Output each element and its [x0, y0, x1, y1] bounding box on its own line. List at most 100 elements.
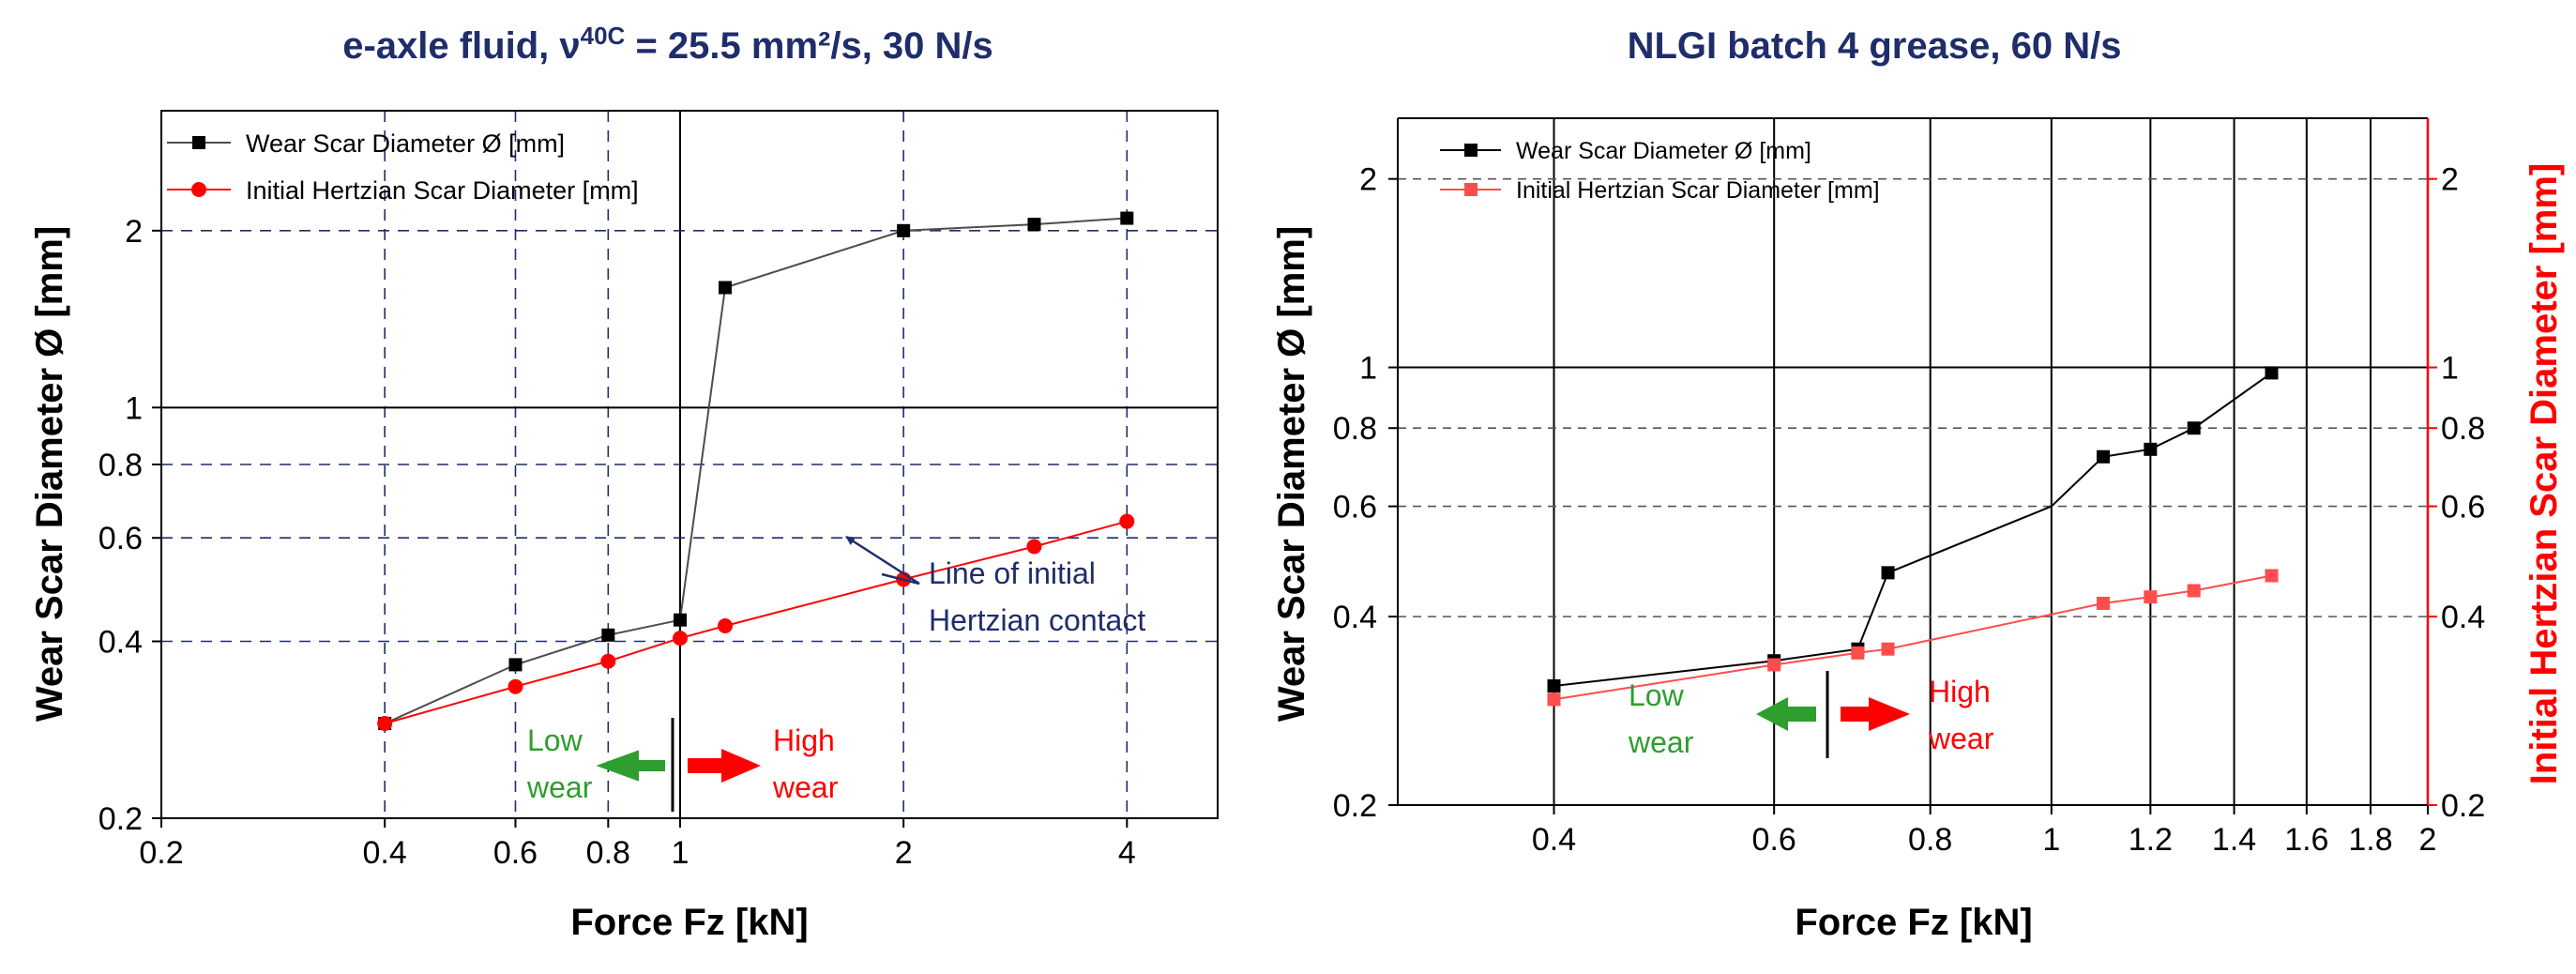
- chart2-xtick-label-7: 1.8: [2348, 822, 2392, 858]
- chart2-series-1-point-2: [1851, 646, 1865, 660]
- chart2-low-wear-label-2: wear: [1628, 725, 1694, 759]
- chart2-series-0-point-6: [2144, 442, 2158, 456]
- chart2-xtick-label-5: 1.4: [2212, 822, 2256, 858]
- chart1-series-0-point-5: [897, 223, 911, 237]
- chart2-series-0-point-3: [1881, 566, 1895, 580]
- chart1-legend-marker-1: [191, 182, 206, 197]
- chart1-series-1-point-0: [377, 715, 393, 731]
- chart1-annotation-arrow: [845, 535, 920, 586]
- chart2-y2tick-label-5: 2: [2441, 162, 2459, 198]
- chart1-title-main: e-axle fluid, ν: [342, 25, 580, 67]
- chart2-ytick-label-2: 0.6: [1333, 490, 1377, 525]
- chart2-xtick-label-6: 1.6: [2284, 822, 2328, 858]
- chart1-ytick-label-1: 0.4: [98, 625, 143, 661]
- chart1-series-0-point-2: [601, 628, 615, 642]
- chart2-legend-marker-1: [1464, 183, 1477, 196]
- chart2-xtick-label-2: 0.8: [1908, 822, 1952, 858]
- chart2-series-1-point-3: [1881, 642, 1895, 656]
- chart2-legend: Wear Scar Diameter Ø [mm] Initial Hertzia…: [1440, 138, 1880, 204]
- chart2-xtick-label-3: 1: [2042, 822, 2060, 858]
- chart2-xtick-label-8: 2: [2419, 822, 2437, 858]
- chart1-xtick-label-5: 2: [895, 835, 913, 871]
- chart1-series-line-0: [384, 217, 1128, 724]
- chart1-xtick-label-0: 0.2: [139, 835, 183, 871]
- chart2-legend-marker-0: [1464, 144, 1477, 157]
- chart1-series-1-point-1: [508, 678, 523, 694]
- chart1-ytick-label-5: 2: [125, 214, 143, 250]
- chart2-series-0-point-7: [2187, 421, 2201, 435]
- chart2-x-axis-label: Force Fz [kN]: [1795, 902, 2032, 943]
- chart1-legend: Wear Scar Diameter Ø [mm] Initial Hertzia…: [167, 129, 639, 205]
- chart1-series-0-point-7: [1120, 211, 1134, 225]
- chart2-series-0-point-5: [2096, 449, 2110, 464]
- chart2-series-1-point-0: [1547, 692, 1561, 707]
- chart2-low-wear-label-1: Low: [1629, 678, 1685, 712]
- chart2-ytick-label-1: 0.4: [1333, 600, 1377, 635]
- chart1-ytick-label-3: 0.8: [98, 448, 143, 483]
- chart2-series-1-point-5: [2144, 590, 2158, 604]
- chart2-ytick-label-3: 0.8: [1333, 411, 1377, 447]
- chart1-series-1-point-2: [600, 653, 616, 669]
- chart1-series-0-point-6: [1027, 218, 1041, 232]
- chart1-high-wear-label-1: High: [773, 723, 835, 757]
- chart1-xtick-label-4: 1: [672, 835, 689, 871]
- chart1-high-wear-arrow: [687, 749, 761, 783]
- chart2-y2tick-label-1: 0.4: [2441, 600, 2485, 635]
- chart1-series-0-point-1: [508, 658, 523, 672]
- chart2-high-wear-arrow: [1841, 697, 1910, 731]
- chart1-series-1-point-3: [672, 631, 688, 647]
- chart1-title-rest: = 25.5 mm²/s, 30 N/s: [625, 25, 993, 67]
- chart1-low-wear-arrow: [596, 750, 665, 782]
- chart1-plot: 0.2 0.4 0.6 0.8 1 2 4 0.2 0.4 0.6 0.8 1 2 Wear Scar D…: [98, 110, 1219, 871]
- chart1-x-axis-label: Force Fz [kN]: [570, 902, 808, 943]
- chart2-xtick-label-1: 0.6: [1752, 822, 1796, 858]
- chart2-legend-label-1: Initial Hertzian Scar Diameter [mm]: [1516, 177, 1880, 204]
- chart1-xtick-label-6: 4: [1118, 835, 1136, 871]
- chart2-ytick-label-4: 1: [1359, 351, 1377, 387]
- chart1-xtick-label-1: 0.4: [363, 835, 407, 871]
- chart2-y2tick-label-0: 0.2: [2441, 788, 2485, 824]
- chart2-high-wear-label-2: wear: [1928, 722, 1994, 755]
- chart1-y-axis-label: Wear Scar Diameter Ø [mm]: [29, 226, 70, 722]
- chart1-annotation-line-1: Line of initial: [929, 556, 1096, 590]
- chart1-high-wear-label-2: wear: [772, 770, 839, 804]
- chart2-series-1-point-1: [1767, 658, 1781, 672]
- chart2-low-wear-arrow: [1756, 697, 1816, 731]
- chart1-title-sup: 40C: [581, 22, 626, 50]
- chart1-low-wear-label-1: Low: [527, 723, 583, 757]
- chart1-series-0-point-3: [673, 613, 687, 627]
- chart2-series-1-point-4: [2096, 596, 2110, 610]
- chart2-y-axis-label: Wear Scar Diameter Ø [mm]: [1271, 226, 1312, 722]
- chart1-xtick-label-3: 0.8: [586, 835, 630, 871]
- chart2-series-0-point-8: [2265, 366, 2279, 380]
- chart2-y2tick-label-4: 1: [2441, 351, 2459, 387]
- chart1-series-1-point-6: [1026, 539, 1042, 555]
- chart2-series-1-point-6: [2187, 584, 2201, 598]
- chart1-legend-label-1: Initial Hertzian Scar Diameter [mm]: [246, 176, 639, 205]
- chart1-series-1-point-4: [718, 618, 734, 634]
- chart1-annotation-pointer: [881, 572, 920, 586]
- chart2-y2tick-label-2: 0.6: [2441, 490, 2485, 525]
- chart2-xtick-label-0: 0.4: [1532, 822, 1576, 858]
- chart1-annotation-line-2: Hertzian contact: [929, 603, 1145, 637]
- chart1-ytick-label-4: 1: [125, 390, 143, 426]
- chart1-ytick-label-2: 0.6: [98, 521, 143, 556]
- chart1-series-1-point-7: [1119, 513, 1135, 529]
- chart1-series-line-1: [384, 520, 1128, 724]
- chart2-series-0-point-0: [1547, 678, 1561, 692]
- chart2-series-line-0: [1553, 372, 2273, 687]
- chart2-ytick-label-0: 0.2: [1333, 788, 1377, 824]
- chart1-series-0-point-4: [719, 281, 733, 295]
- chart1-xtick-label-2: 0.6: [493, 835, 538, 871]
- chart2-xtick-label-4: 1.2: [2129, 822, 2173, 858]
- chart1-legend-label-0: Wear Scar Diameter Ø [mm]: [246, 129, 565, 158]
- chart1-legend-marker-0: [192, 136, 205, 149]
- chart2-plot: 0.4 0.6 0.8 1 1.2 1.4 1.6 1.8 20.2 0.20.4 0.40.6 0.…: [1333, 117, 2485, 858]
- chart1-title: e-axle fluid, ν40C = 25.5 mm²/s, 30 N/s: [342, 22, 993, 67]
- chart2-series-line-1: [1553, 574, 2272, 701]
- chart2-y2tick-label-3: 0.8: [2441, 411, 2485, 447]
- chart2-legend-label-0: Wear Scar Diameter Ø [mm]: [1516, 138, 1811, 164]
- chart2-series-1-point-7: [2265, 569, 2279, 583]
- chart2-ytick-label-5: 2: [1359, 162, 1377, 198]
